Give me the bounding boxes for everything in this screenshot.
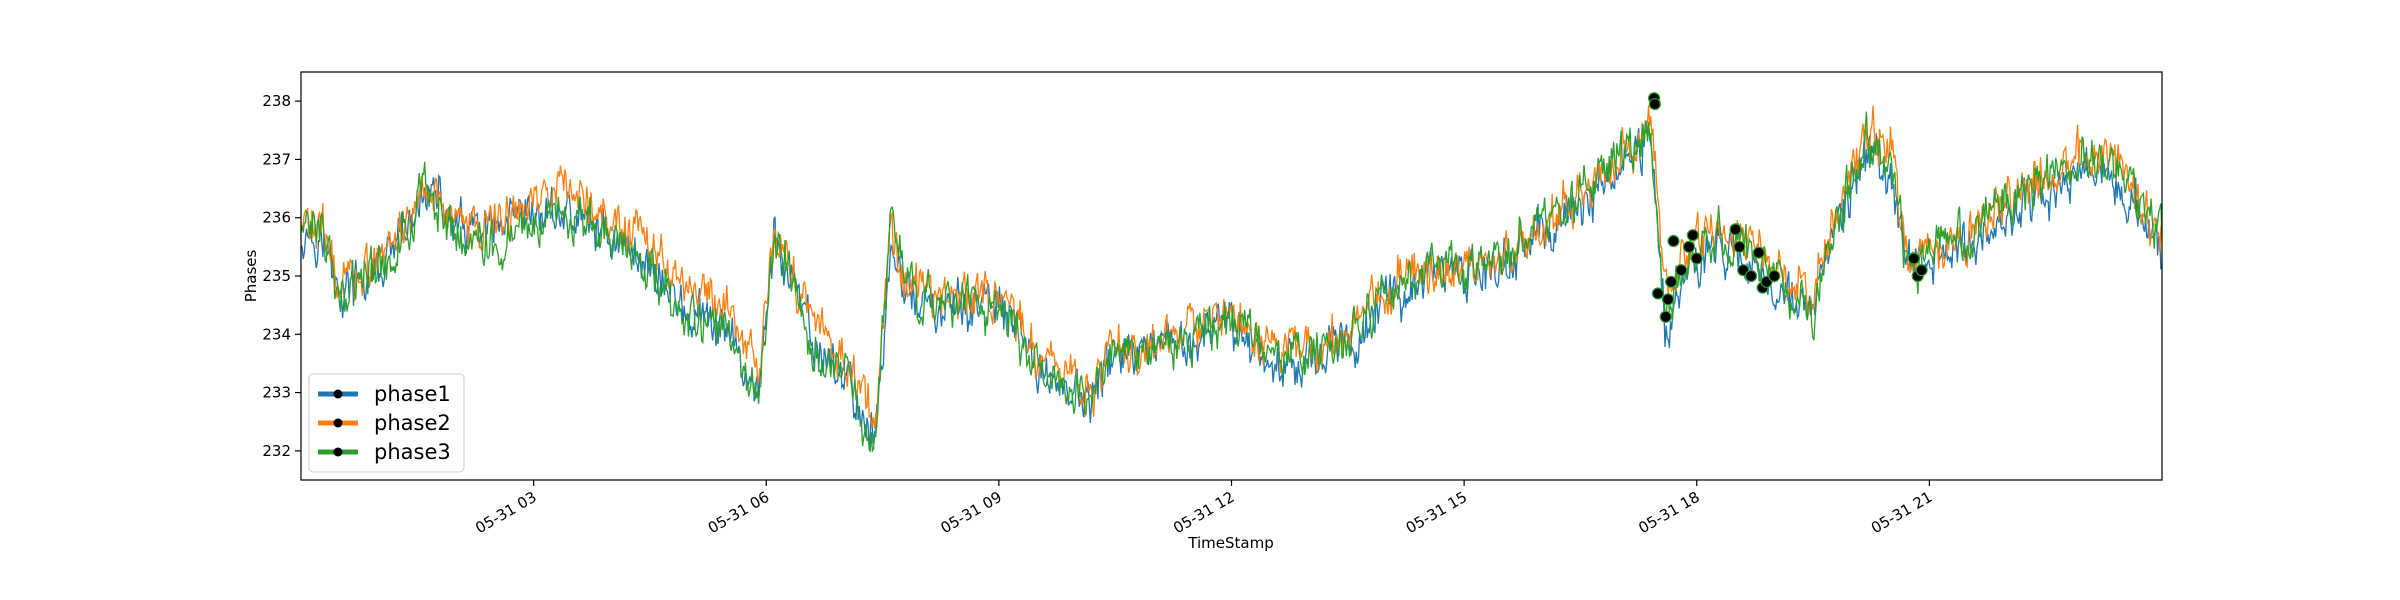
y-tick-label: 235 [262, 267, 291, 285]
data-point-marker [1768, 269, 1781, 283]
series-layer [301, 105, 2162, 454]
data-point-marker [1659, 310, 1672, 323]
marker-layer [1648, 92, 1928, 323]
y-tick-label: 238 [262, 92, 291, 110]
y-tick-label: 236 [262, 209, 291, 227]
data-point-marker [1675, 264, 1688, 277]
y-tick-label: 234 [262, 325, 291, 343]
legend-marker-phase1 [333, 389, 343, 399]
y-tick-label: 233 [262, 384, 291, 402]
data-point-marker [1665, 275, 1678, 288]
data-point-marker [1682, 240, 1696, 253]
series-line-phase2 [301, 105, 2162, 429]
series-line-phase3 [301, 111, 2162, 454]
legend-box [308, 373, 465, 473]
x-axis-title: TimeStamp [1187, 534, 1273, 552]
legend-label-phase3: phase3 [374, 440, 451, 464]
data-point-marker [1733, 240, 1746, 253]
legend-label-phase2: phase2 [374, 411, 451, 435]
data-point-marker [1915, 264, 1928, 277]
legend-marker-phase2 [333, 418, 343, 428]
data-point-marker [1752, 246, 1765, 259]
y-axis: 232 233 234 235 236 237 238 [262, 92, 301, 460]
y-tick-label: 232 [262, 442, 291, 460]
data-point-marker [1744, 269, 1758, 283]
legend-label-phase1: phase1 [374, 382, 451, 406]
data-point-marker [1690, 252, 1703, 265]
y-tick-label: 237 [262, 150, 291, 168]
data-point-marker [1907, 252, 1920, 265]
data-point-marker [1667, 234, 1680, 248]
data-point-marker [1729, 223, 1742, 236]
legend: phase1 phase2 phase3 [308, 373, 465, 473]
data-point-marker [1648, 97, 1661, 111]
y-axis-title: Phases [242, 250, 260, 303]
legend-marker-phase3 [333, 447, 343, 457]
data-point-marker [1651, 287, 1665, 300]
data-point-marker [1686, 229, 1699, 242]
data-point-marker [1661, 293, 1675, 306]
